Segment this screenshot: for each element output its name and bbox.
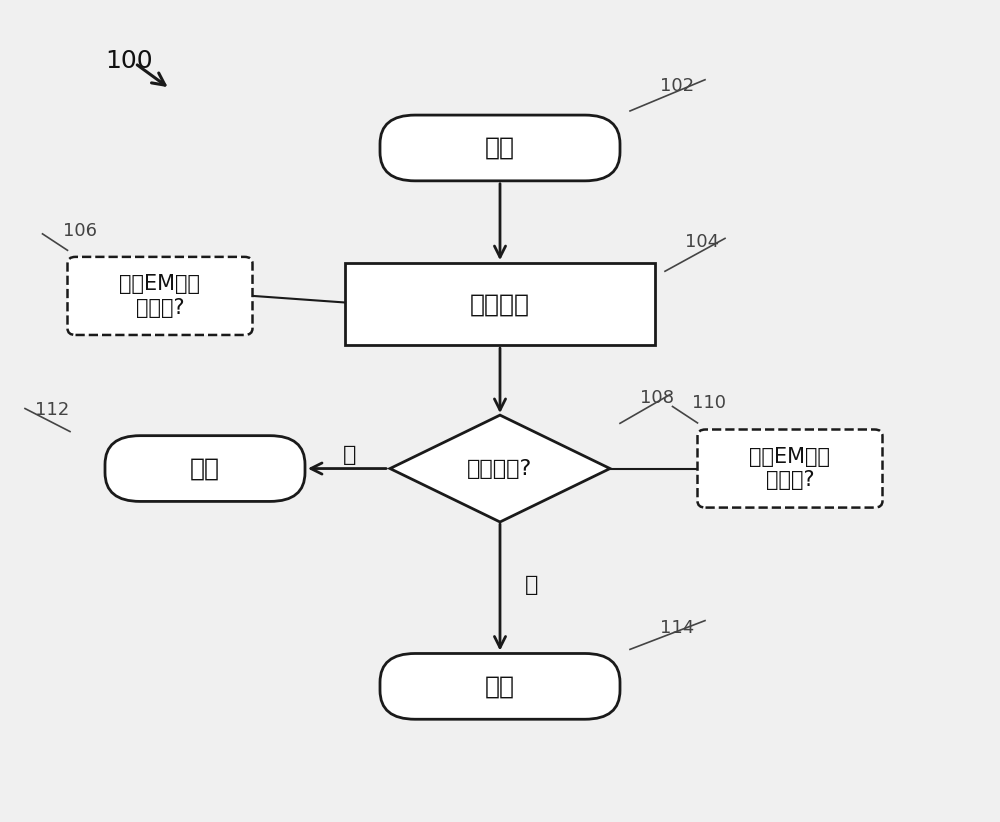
Text: 106: 106 xyxy=(63,222,97,240)
FancyBboxPatch shape xyxy=(380,653,620,719)
Text: 108: 108 xyxy=(640,389,674,407)
FancyBboxPatch shape xyxy=(68,256,252,335)
Text: 有效签名?: 有效签名? xyxy=(467,459,533,478)
Text: 否: 否 xyxy=(343,445,357,464)
Text: 有效: 有效 xyxy=(485,674,515,699)
Text: 110: 110 xyxy=(692,395,726,413)
FancyBboxPatch shape xyxy=(698,429,883,507)
Text: 使用EM脉冲
来中断?: 使用EM脉冲 来中断? xyxy=(120,275,200,317)
FancyBboxPatch shape xyxy=(380,115,620,181)
Text: 密码认证: 密码认证 xyxy=(470,292,530,316)
Text: 使用EM脉冲
来中断?: 使用EM脉冲 来中断? xyxy=(750,447,830,490)
Bar xyxy=(345,263,655,345)
Text: 114: 114 xyxy=(660,619,694,637)
Text: 102: 102 xyxy=(660,76,694,95)
Text: 是: 是 xyxy=(525,575,538,595)
Text: 100: 100 xyxy=(105,49,153,73)
Text: 无效: 无效 xyxy=(190,456,220,481)
FancyBboxPatch shape xyxy=(105,436,305,501)
Text: 104: 104 xyxy=(685,233,719,251)
Text: 证书: 证书 xyxy=(485,136,515,160)
Polygon shape xyxy=(390,415,610,522)
Text: 112: 112 xyxy=(35,401,69,419)
